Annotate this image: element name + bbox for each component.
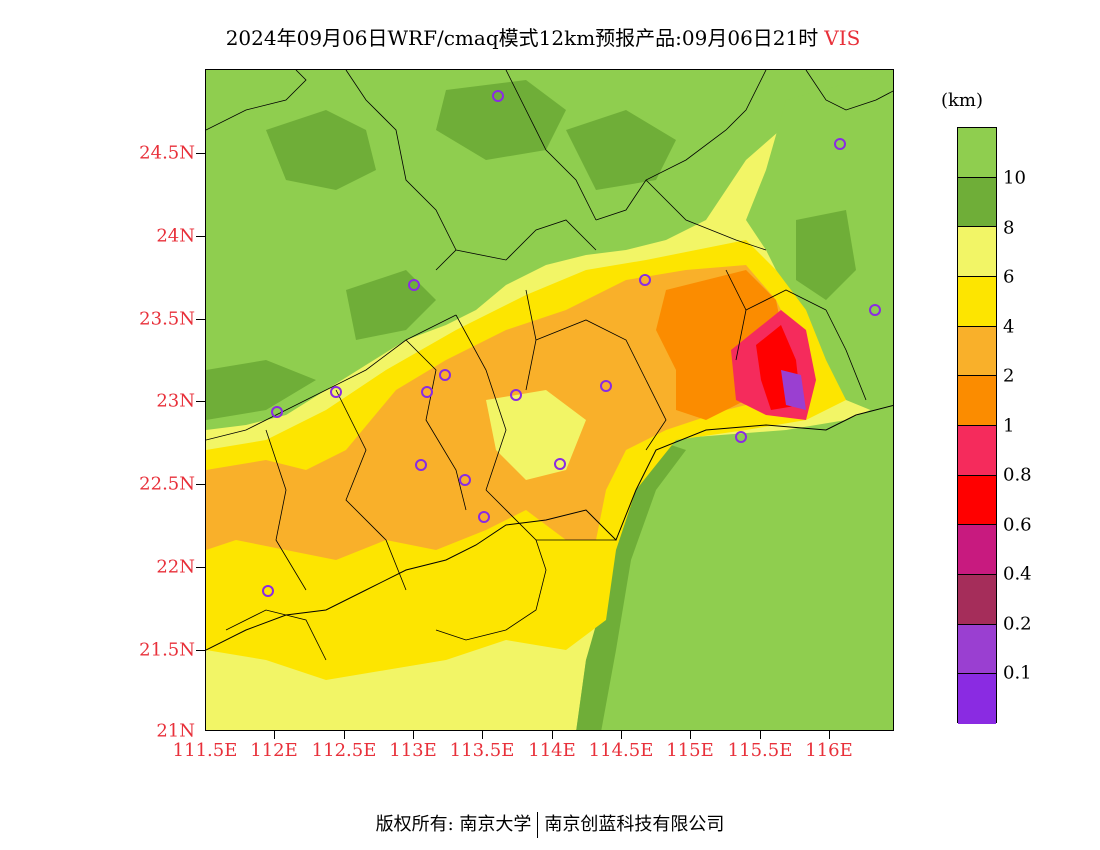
lon-label: 115.5E bbox=[727, 740, 793, 761]
lon-tick bbox=[344, 731, 345, 739]
legend-label: 4 bbox=[1003, 316, 1015, 338]
lat-label: 22N bbox=[156, 556, 195, 578]
station-marker bbox=[554, 458, 566, 470]
legend-color-box bbox=[958, 177, 996, 228]
station-marker bbox=[262, 585, 274, 597]
station-marker bbox=[478, 511, 490, 523]
lon-tick bbox=[413, 731, 414, 739]
station-marker bbox=[639, 274, 651, 286]
legend-color-box bbox=[958, 674, 996, 724]
map-title: 2024年09月06日WRF/cmaq模式12km预报产品:09月06日21时 V… bbox=[0, 22, 1086, 51]
zone-8-10km-b bbox=[436, 80, 566, 160]
legend-color-box bbox=[958, 525, 996, 575]
legend-color-box bbox=[958, 326, 996, 377]
lat-tick bbox=[196, 319, 205, 320]
station-marker bbox=[492, 90, 504, 102]
legend-label: 0.2 bbox=[1003, 613, 1032, 635]
footer-right: 南京创蓝科技有限公司 bbox=[544, 814, 725, 835]
lat-label: 21.5N bbox=[139, 639, 195, 661]
lat-label: 23N bbox=[156, 390, 195, 412]
color-legend bbox=[957, 127, 997, 724]
legend-label: 0.8 bbox=[1003, 464, 1032, 486]
legend-color-box bbox=[958, 475, 996, 526]
legend-units: (km) bbox=[941, 90, 984, 111]
station-marker bbox=[510, 389, 522, 401]
lon-label: 114.5E bbox=[588, 740, 654, 761]
lon-tick bbox=[482, 731, 483, 739]
lon-tick bbox=[274, 731, 275, 739]
station-marker bbox=[271, 406, 283, 418]
lat-label: 23.5N bbox=[139, 308, 195, 330]
lat-tick bbox=[196, 401, 205, 402]
lat-tick bbox=[196, 650, 205, 651]
legend-color-box bbox=[958, 128, 996, 178]
lon-label: 112E bbox=[250, 740, 298, 761]
lon-label: 116E bbox=[805, 740, 853, 761]
legend-label: 8 bbox=[1003, 217, 1015, 239]
lat-label: 24.5N bbox=[139, 142, 195, 164]
station-marker bbox=[834, 138, 846, 150]
lon-label: 113E bbox=[389, 740, 437, 761]
zone-8-10km-f bbox=[796, 210, 856, 300]
coastline bbox=[206, 404, 893, 651]
station-marker bbox=[408, 279, 420, 291]
lat-tick bbox=[196, 567, 205, 568]
lat-tick bbox=[196, 236, 205, 237]
lon-tick bbox=[829, 731, 830, 739]
lat-tick bbox=[196, 153, 205, 154]
zone-8-10km-coast bbox=[576, 440, 686, 730]
legend-label: 1 bbox=[1003, 415, 1015, 437]
station-marker bbox=[735, 431, 747, 443]
lon-label: 111.5E bbox=[172, 740, 238, 761]
zone-6-8km-pocket bbox=[486, 390, 586, 480]
lon-label: 115E bbox=[666, 740, 714, 761]
legend-label: 0.4 bbox=[1003, 563, 1032, 585]
station-markers bbox=[262, 90, 881, 597]
lon-tick bbox=[690, 731, 691, 739]
lon-tick bbox=[621, 731, 622, 739]
legend-label: 10 bbox=[1003, 167, 1026, 189]
lon-label: 113.5E bbox=[449, 740, 515, 761]
visibility-map bbox=[205, 69, 894, 731]
lat-tick bbox=[196, 484, 205, 485]
station-marker bbox=[421, 386, 433, 398]
legend-color-box bbox=[958, 624, 996, 675]
footer-left: 版权所有: 南京大学 bbox=[375, 814, 532, 835]
station-marker bbox=[459, 474, 471, 486]
station-marker bbox=[869, 304, 881, 316]
copyright-footer: 版权所有: 南京大学 南京创蓝科技有限公司 bbox=[0, 810, 1100, 838]
zone-above-10km-north bbox=[206, 70, 893, 430]
map-canvas bbox=[206, 70, 893, 730]
legend-color-box bbox=[958, 376, 996, 426]
legend-label: 0.6 bbox=[1003, 514, 1032, 536]
lat-label: 21N bbox=[156, 720, 195, 742]
legend-color-box bbox=[958, 227, 996, 277]
title-main: 2024年09月06日WRF/cmaq模式12km预报产品:09月06日21时 bbox=[225, 26, 819, 50]
lat-label: 22.5N bbox=[139, 473, 195, 495]
zone-8-10km-c bbox=[566, 110, 676, 190]
station-marker bbox=[600, 380, 612, 392]
lon-tick bbox=[760, 731, 761, 739]
station-marker bbox=[415, 459, 427, 471]
zone-0.1-0.2km bbox=[781, 370, 806, 410]
lon-label: 114E bbox=[528, 740, 576, 761]
legend-label: 0.1 bbox=[1003, 662, 1032, 684]
legend-label: 2 bbox=[1003, 365, 1015, 387]
legend-label: 6 bbox=[1003, 266, 1015, 288]
zone-8-10km-a bbox=[266, 110, 376, 190]
lon-label: 112.5E bbox=[311, 740, 377, 761]
boundary-lines bbox=[206, 70, 893, 661]
legend-color-box bbox=[958, 425, 996, 476]
footer-separator bbox=[537, 812, 539, 838]
legend-color-box bbox=[958, 276, 996, 327]
zone-8-10km-d bbox=[346, 270, 436, 340]
station-marker bbox=[439, 369, 451, 381]
title-variable: VIS bbox=[824, 26, 861, 50]
lon-tick bbox=[552, 731, 553, 739]
station-marker bbox=[330, 386, 342, 398]
legend-color-box bbox=[958, 574, 996, 625]
zone-8-10km-e bbox=[206, 360, 316, 420]
lat-label: 24N bbox=[156, 225, 195, 247]
